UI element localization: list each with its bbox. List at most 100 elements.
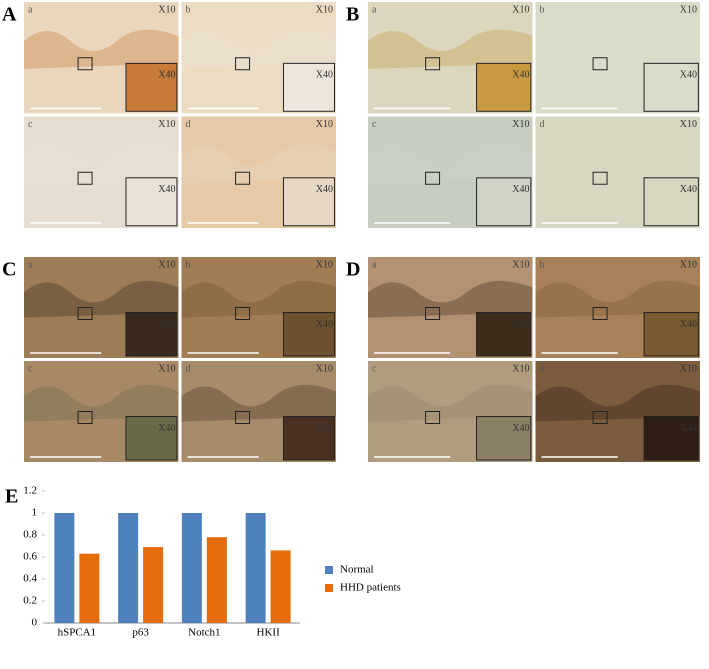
legend-swatch — [325, 584, 333, 592]
roi-box — [235, 171, 251, 185]
magnification: X40 — [316, 423, 333, 434]
inset — [125, 312, 178, 357]
inset — [282, 312, 335, 357]
tissue — [24, 29, 179, 69]
tissue — [24, 144, 179, 184]
roi-box — [425, 307, 441, 320]
tissue — [181, 384, 336, 422]
roi-box — [77, 307, 93, 320]
y-tick-label: 0.4 — [23, 573, 37, 585]
tissue — [535, 280, 700, 318]
magnification: X10 — [512, 363, 529, 374]
magnification: X10 — [158, 319, 175, 330]
roi-box — [77, 411, 93, 424]
panel-label: D — [346, 259, 360, 281]
subpanel-label: a — [28, 259, 33, 270]
panel-label: A — [2, 4, 17, 26]
magnification: X40 — [316, 319, 333, 330]
y-tick-label: 0 — [32, 617, 38, 629]
roi-box — [592, 171, 608, 185]
tissue — [368, 144, 533, 184]
y-tick-label: 1.2 — [23, 485, 37, 497]
inset — [125, 177, 178, 227]
legend-label: Normal — [340, 564, 374, 576]
magnification: X10 — [512, 4, 529, 15]
roi-box — [425, 171, 441, 185]
bar — [245, 513, 266, 623]
magnification: X40 — [680, 319, 697, 330]
roi-box — [592, 411, 608, 424]
panel-label: E — [5, 486, 18, 508]
subpanel-label: c — [28, 119, 33, 130]
bar — [206, 537, 227, 623]
magnification: X10 — [680, 259, 697, 270]
subpanel-label: b — [186, 4, 191, 15]
tissue — [535, 144, 700, 184]
tissue — [181, 280, 336, 318]
subpanel-label: b — [540, 259, 545, 270]
x-tick-label: p63 — [132, 627, 149, 639]
roi-box — [425, 57, 441, 71]
bar — [270, 550, 291, 623]
subpanel-label: c — [372, 119, 377, 130]
magnification: X40 — [680, 70, 697, 81]
inset — [476, 312, 532, 357]
subpanel-label: d — [186, 363, 191, 374]
roi-box — [592, 57, 608, 71]
roi-box — [592, 307, 608, 320]
tissue — [535, 29, 700, 69]
inset — [282, 62, 335, 112]
magnification: X40 — [158, 70, 175, 81]
inset — [643, 177, 699, 227]
inset — [643, 62, 699, 112]
inset — [476, 177, 532, 227]
inset — [643, 416, 699, 461]
inset — [125, 416, 178, 461]
magnification: X40 — [316, 184, 333, 195]
y-tick-label: 0.8 — [23, 529, 37, 541]
x-tick-label: HKII — [257, 627, 281, 639]
magnification: X10 — [158, 363, 175, 374]
roi-box — [77, 57, 93, 71]
magnification: X40 — [512, 423, 529, 434]
bar — [79, 553, 100, 623]
magnification: X10 — [316, 363, 333, 374]
tissue — [181, 29, 336, 69]
y-tick-label: 0.2 — [23, 595, 37, 607]
magnification: X10 — [158, 119, 175, 130]
tissue — [24, 280, 179, 318]
magnification: X10 — [680, 119, 697, 130]
subpanel-label: c — [28, 363, 33, 374]
magnification: X10 — [316, 4, 333, 15]
bar — [143, 547, 164, 623]
magnification: X10 — [316, 119, 333, 130]
x-tick-label: Notch1 — [188, 627, 220, 639]
magnification: X40 — [680, 423, 697, 434]
legend-swatch — [325, 566, 333, 574]
panel-label: C — [2, 259, 16, 281]
inset — [643, 312, 699, 357]
subpanel-label: a — [372, 4, 377, 15]
magnification: X40 — [158, 423, 175, 434]
magnification: X10 — [158, 259, 175, 270]
x-tick-label: hSPCA1 — [58, 627, 97, 639]
tissue — [368, 29, 533, 69]
inset — [125, 62, 178, 112]
magnification: X40 — [316, 70, 333, 81]
subpanel-label: d — [186, 119, 191, 130]
tissue — [181, 144, 336, 184]
magnification: X40 — [512, 184, 529, 195]
tissue — [368, 280, 533, 318]
roi-box — [235, 57, 251, 71]
y-tick-label: 0.6 — [23, 551, 37, 563]
roi-box — [77, 171, 93, 185]
tissue — [535, 384, 700, 422]
y-tick-label: 1 — [32, 507, 38, 519]
magnification: X40 — [680, 184, 697, 195]
magnification: X10 — [680, 363, 697, 374]
bar — [118, 513, 139, 623]
bar — [181, 513, 202, 623]
inset — [282, 416, 335, 461]
subpanel-label: b — [540, 4, 545, 15]
subpanel-label: b — [186, 259, 191, 270]
